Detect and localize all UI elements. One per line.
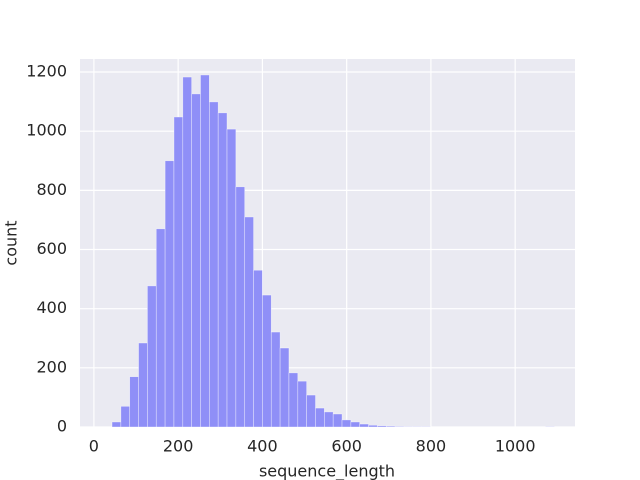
bar xyxy=(377,425,387,428)
bar xyxy=(147,285,157,428)
bar xyxy=(368,424,378,428)
bar xyxy=(385,425,396,428)
bar xyxy=(288,372,299,428)
bar xyxy=(226,128,237,428)
bar xyxy=(209,101,219,428)
bar xyxy=(129,376,139,428)
x-tick-label: 1000 xyxy=(495,437,536,456)
x-tick-label: 200 xyxy=(163,437,194,456)
bar xyxy=(270,331,281,428)
bar xyxy=(244,216,254,428)
x-axis-label: sequence_length xyxy=(259,462,395,480)
y-tick-label: 1200 xyxy=(26,62,67,81)
bar xyxy=(235,186,246,428)
x-tick-label: 600 xyxy=(331,437,362,456)
y-tick-label: 1000 xyxy=(26,121,67,140)
y-tick-label: 0 xyxy=(57,417,67,436)
x-tick-label: 400 xyxy=(247,437,278,456)
bar xyxy=(297,380,307,428)
y-tick-label: 400 xyxy=(36,298,67,317)
x-tick-label: 800 xyxy=(416,437,447,456)
bar xyxy=(120,405,131,428)
bar xyxy=(217,112,228,428)
bar xyxy=(306,394,316,428)
bar xyxy=(155,228,166,428)
bar xyxy=(341,419,352,428)
bar xyxy=(164,160,175,428)
y-tick-label: 800 xyxy=(36,180,67,199)
bar xyxy=(324,411,334,428)
x-tick-label: 0 xyxy=(89,437,99,456)
bar xyxy=(253,269,263,428)
bar xyxy=(111,421,122,428)
bar xyxy=(332,413,343,428)
bar xyxy=(173,116,184,428)
bar xyxy=(200,74,210,428)
bar xyxy=(182,76,192,428)
bar xyxy=(138,342,148,428)
bar xyxy=(191,93,201,428)
y-tick-label: 600 xyxy=(36,239,67,258)
bar xyxy=(262,294,272,428)
bar xyxy=(394,426,405,428)
bar xyxy=(315,407,325,428)
bar xyxy=(350,421,361,428)
y-axis-label: count xyxy=(2,220,21,265)
bar xyxy=(359,423,369,428)
bar xyxy=(279,347,290,428)
y-tick-label: 200 xyxy=(36,357,67,376)
